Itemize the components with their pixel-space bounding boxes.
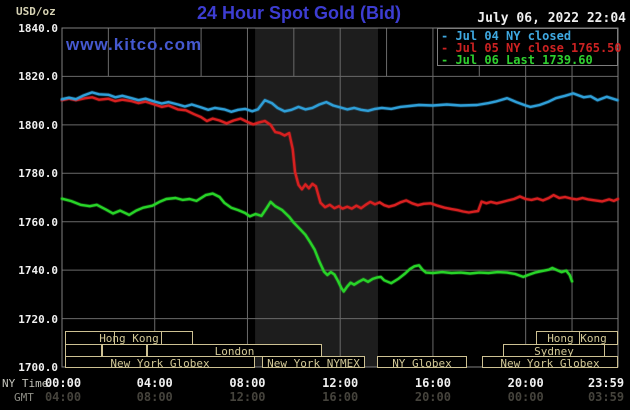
- page-title: 24 Hour Spot Gold (Bid): [197, 3, 401, 23]
- y-tick-label: 1700.0: [18, 361, 58, 374]
- session-box-sydney: Sydney: [503, 343, 605, 358]
- unit-label: USD/oz: [16, 5, 56, 18]
- session-label: New York NYMEX: [267, 357, 360, 370]
- y-tick-label: 1800.0: [18, 118, 58, 132]
- x-axis-name-gmt: GMT: [14, 391, 34, 404]
- session-label: New York Globex: [110, 357, 210, 370]
- session-label: Hong Kong: [99, 332, 159, 345]
- session-box-ny-globex: NY Globex: [377, 356, 467, 370]
- x-tick-label-ny: 16:00: [414, 376, 451, 390]
- datetime-label: July 06, 2022 22:04: [477, 11, 626, 26]
- y-tick-label: 1740.0: [18, 264, 58, 278]
- session-divider: [114, 332, 115, 344]
- legend-item-1: - Jul 05 NY close 1765.50: [441, 41, 622, 55]
- x-tick-label-ny: 00:00: [44, 376, 82, 390]
- x-tick-label-gmt: 16:00: [322, 390, 359, 404]
- x-tick-label-gmt: 08:00: [136, 390, 173, 404]
- x-tick-label-ny: 23:59: [587, 376, 625, 390]
- session-divider: [579, 332, 580, 344]
- session-label: Hong Kong: [547, 332, 607, 345]
- session-box-hong-kong: Hong Kong: [536, 331, 618, 345]
- series-line-jul05: [60, 96, 620, 214]
- session-label: New York Globex: [500, 357, 600, 370]
- legend: - Jul 04 NY closed - Jul 05 NY close 1765…: [437, 28, 622, 67]
- y-tick-label: 1760.0: [18, 215, 58, 229]
- x-tick-label-gmt: 12:00: [229, 390, 266, 404]
- x-tick-label-gmt: 20:00: [414, 390, 451, 404]
- session-label: Sydney: [534, 344, 574, 358]
- session-box-hong-kong: Hong Kong: [65, 331, 193, 345]
- x-tick-label-ny: 04:00: [136, 376, 173, 390]
- nymex-session-shading: [255, 28, 378, 367]
- y-tick-label: 1840.0: [18, 22, 58, 35]
- session-label: London: [214, 344, 255, 358]
- series-line-jul04: [60, 91, 619, 114]
- kitco-watermark: www.kitco.com: [66, 35, 203, 54]
- legend-item-2: - Jul 06 Last 1739.60: [441, 53, 593, 67]
- session-box-new-york-nymex: New York NYMEX: [262, 356, 365, 370]
- series-line-jul06: [60, 192, 574, 293]
- session-box-new-york-globex: New York Globex: [65, 356, 255, 370]
- session-box-empty: [65, 343, 102, 357]
- x-tick-label-ny: 08:00: [229, 376, 266, 390]
- session-label: NY Globex: [392, 357, 452, 370]
- x-tick-label-ny: 12:00: [322, 376, 359, 390]
- session-box-london: London: [147, 343, 322, 358]
- x-tick-label-gmt: 04:00: [44, 390, 82, 404]
- x-tick-label-gmt: 03:59: [587, 390, 625, 404]
- session-divider: [161, 332, 162, 344]
- x-tick-label-gmt: 00:00: [507, 390, 544, 404]
- y-tick-label: 1720.0: [18, 312, 58, 326]
- session-box-empty: [102, 343, 147, 357]
- x-tick-label-ny: 20:00: [507, 376, 544, 390]
- session-box-new-york-globex: New York Globex: [482, 356, 618, 370]
- legend-item-0: - Jul 04 NY closed: [441, 29, 572, 43]
- y-tick-label: 1820.0: [18, 70, 58, 84]
- y-tick-label: 1780.0: [18, 167, 58, 181]
- x-axis-name-ny: NY Time: [2, 377, 49, 390]
